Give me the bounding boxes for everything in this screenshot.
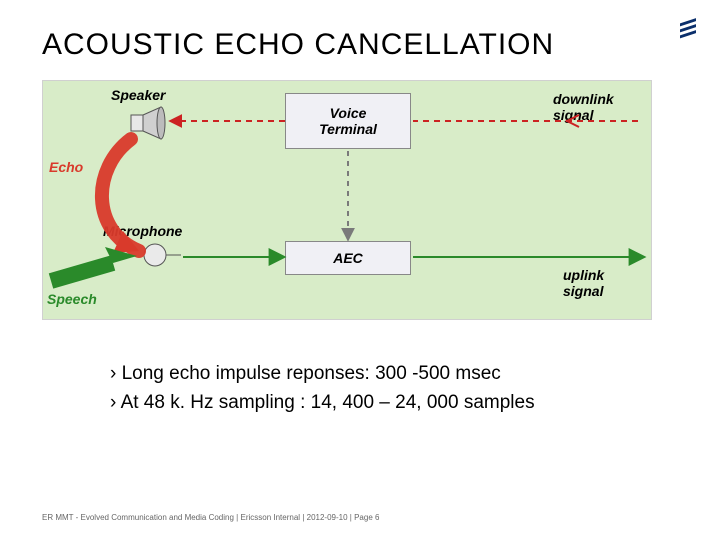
bullet-item: Long echo impulse reponses: 300 -500 mse… bbox=[110, 360, 535, 389]
bullet-text: At 48 k. Hz sampling : 14, 400 – 24, 000… bbox=[121, 392, 535, 413]
ericsson-stripes-icon bbox=[678, 18, 698, 42]
page-title: ACOUSTIC ECHO CANCELLATION bbox=[42, 28, 554, 62]
footer-dept: ER MMT - Evolved Communication and Media… bbox=[42, 513, 234, 522]
footer-page: Page 6 bbox=[354, 513, 379, 522]
diagram-svg bbox=[43, 81, 653, 321]
microphone-icon bbox=[144, 244, 181, 266]
bullet-item: At 48 k. Hz sampling : 14, 400 – 24, 000… bbox=[110, 389, 535, 418]
bullet-text: Long echo impulse reponses: 300 -500 mse… bbox=[122, 363, 501, 384]
ericsson-logo bbox=[678, 18, 698, 47]
footer-class: Ericsson Internal bbox=[240, 513, 300, 522]
footer-date: 2012-09-10 bbox=[307, 513, 348, 522]
slide-footer: ER MMT - Evolved Communication and Media… bbox=[42, 513, 379, 522]
bullet-list: Long echo impulse reponses: 300 -500 mse… bbox=[110, 360, 535, 417]
speaker-icon bbox=[131, 107, 165, 139]
aec-diagram: Voice Terminal AEC Speaker Microphone do… bbox=[42, 80, 652, 320]
